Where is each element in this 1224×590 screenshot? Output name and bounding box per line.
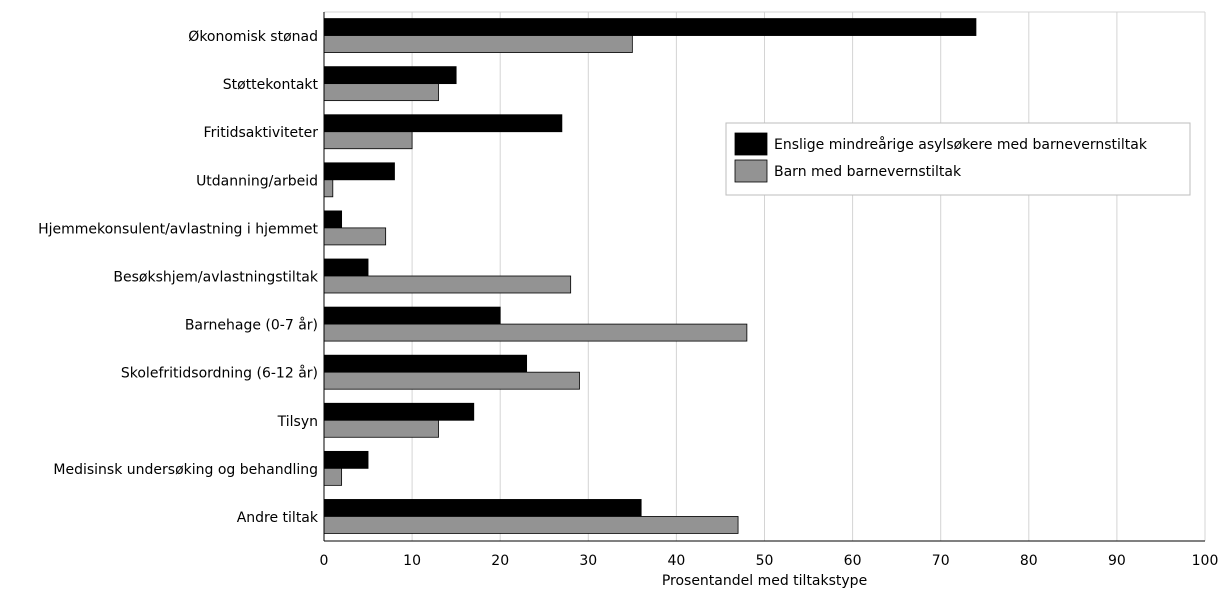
x-tick-label: 10 [403,553,421,569]
category-label: Hjemmekonsulent/avlastning i hjemmet [38,221,318,237]
bar-series-2 [323,467,343,486]
bar-series-2 [323,323,748,342]
bar-series-1 [323,210,343,229]
x-tick-label: 70 [932,553,950,569]
x-tick-label: 0 [320,553,329,569]
bar-series-1 [323,499,642,517]
bar-series-2 [323,371,580,390]
x-axis-title: Prosentandel med tiltakstype [662,573,867,589]
bar-series-1 [323,306,501,325]
bar-series-1 [323,18,977,36]
bar-series-1 [323,258,369,277]
bar-series-2 [323,131,413,150]
legend: Enslige mindreårige asylsøkere med barne… [725,122,1191,196]
x-tick-label: 90 [1108,553,1126,569]
legend-swatch [734,159,768,183]
category-label: Andre tiltak [237,510,319,526]
bar-series-1 [323,66,457,85]
x-tick-label: 50 [756,553,774,569]
legend-label: Enslige mindreårige asylsøkere med barne… [774,136,1148,153]
x-tick-label: 40 [667,553,685,569]
category-label: Fritidsaktiviteter [204,125,319,141]
bar-series-2 [323,35,633,53]
x-tick-label: 80 [1020,553,1038,569]
category-label: Besøkshjem/avlastningstiltak [113,270,318,286]
category-label: Medisinsk undersøking og behandling [53,462,318,478]
bar-series-2 [323,227,387,246]
category-label: Økonomisk stønad [188,29,318,45]
x-tick-label: 100 [1192,553,1219,569]
bar-series-2 [323,179,334,198]
bar-series-2 [323,419,439,438]
bar-series-1 [323,450,369,469]
x-tick-label: 60 [844,553,862,569]
category-labels: Økonomisk stønad Støttekontakt Fritidsakti… [38,29,319,526]
bar-series-1 [323,354,528,373]
category-label: Støttekontakt [223,77,319,93]
bar-series-2 [323,83,439,102]
bar-series-1 [323,114,563,133]
bar-series-2 [323,275,572,294]
legend-box [725,122,1191,196]
x-tick-label: 30 [579,553,597,569]
x-tick-label: 20 [491,553,509,569]
axes [323,12,1205,542]
tick-labels: 0 10 20 30 40 50 60 70 80 90 100 [320,553,1219,569]
category-label: Tilsyn [277,414,318,430]
legend-label: Barn med barnevernstiltak [774,164,962,180]
bar-series-1 [323,162,395,181]
category-label: Barnehage (0-7 år) [185,317,318,334]
category-label: Utdanning/arbeid [196,173,318,189]
bar-series-2 [323,516,739,534]
legend-swatch [734,132,768,156]
category-label: Skolefritidsordning (6-12 år) [121,365,318,382]
bar-series-1 [323,402,475,421]
